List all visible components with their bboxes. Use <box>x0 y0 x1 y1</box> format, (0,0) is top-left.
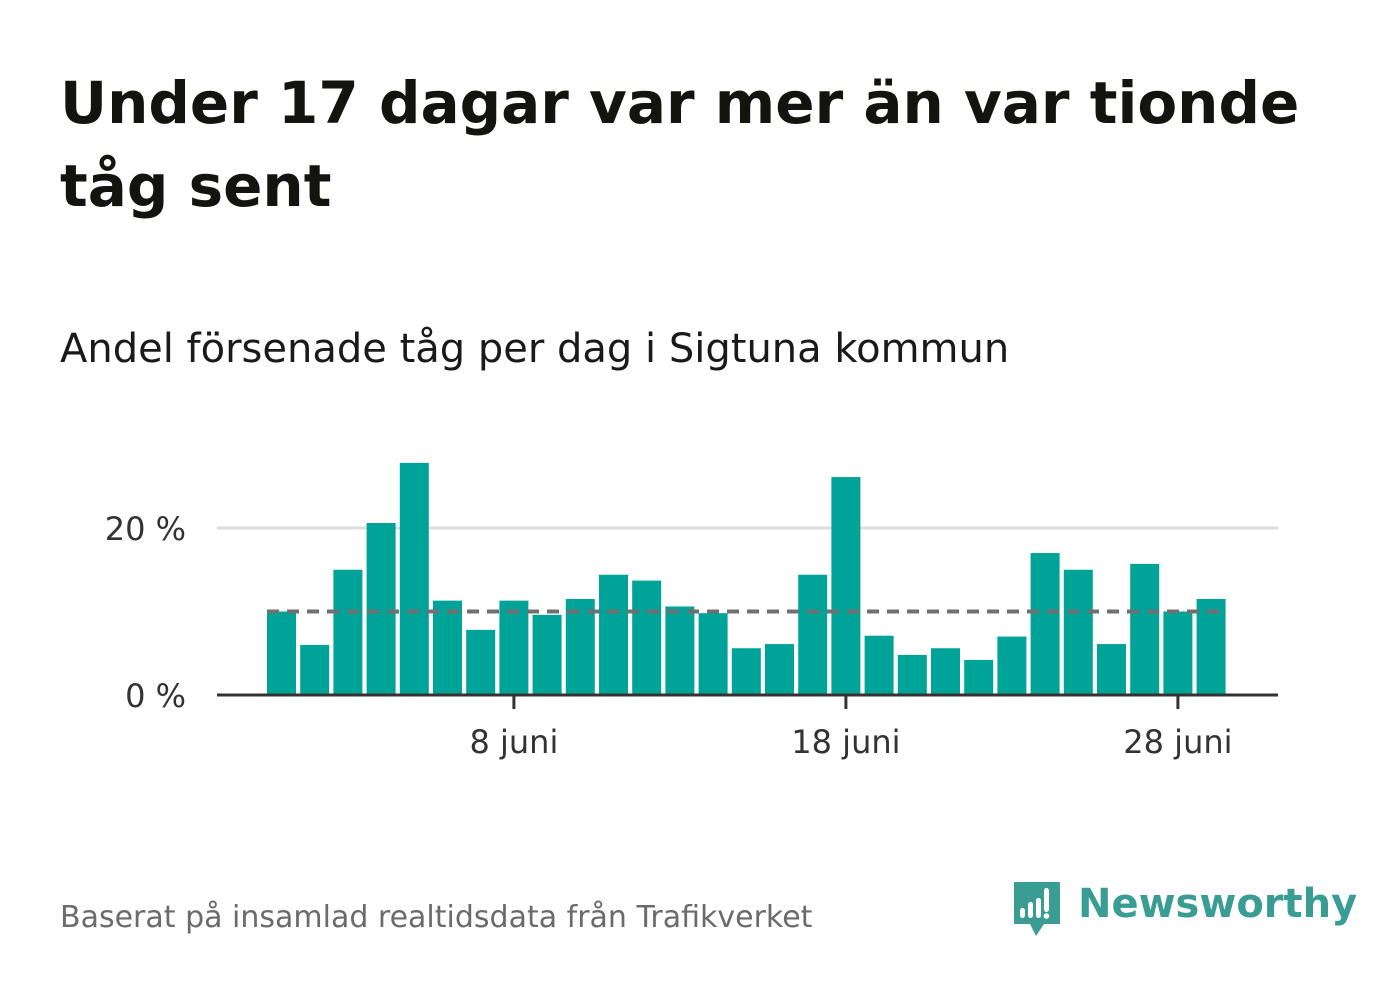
source-note: Baserat på insamlad realtidsdata från Tr… <box>60 900 813 935</box>
bar-24-juni <box>1030 553 1060 695</box>
bar-chart: 0 % 20 % 8 juni 18 juni 28 juni <box>105 462 1278 761</box>
y-tick-label: 0 % <box>125 677 186 715</box>
bar-4-juni <box>366 522 396 695</box>
bar-5-juni <box>399 462 429 695</box>
bar-10-juni <box>565 598 595 695</box>
bar-chart-speech-bubble-icon <box>1014 882 1060 936</box>
bar-22-juni <box>964 659 994 695</box>
bar-17-juni <box>798 574 828 695</box>
newsworthy-logo: Newsworthy <box>1010 878 1357 940</box>
bar-25-juni <box>1063 569 1093 695</box>
bar-8-juni <box>499 600 529 695</box>
x-tick-label: 18 juni <box>791 723 900 761</box>
brand-name: Newsworthy <box>1078 881 1358 927</box>
bar-16-juni <box>765 644 794 695</box>
bar-11-juni <box>599 574 628 695</box>
bar-19-juni <box>864 635 894 695</box>
bar-20-juni <box>897 654 927 695</box>
bar-3-juni <box>333 569 363 695</box>
bar-1-juni <box>267 611 296 695</box>
bar-14-juni <box>698 613 728 695</box>
bar-13-juni <box>665 606 695 695</box>
bar-27-juni <box>1130 563 1160 695</box>
y-tick-label: 20 % <box>105 510 186 548</box>
x-tick-label: 8 juni <box>469 723 558 761</box>
bar-15-juni <box>731 648 761 695</box>
bar-29-juni <box>1196 598 1226 695</box>
bar-26-juni <box>1097 644 1126 695</box>
bar-23-juni <box>997 636 1027 695</box>
bar-7-juni <box>466 629 496 695</box>
bar-6-juni <box>433 600 462 695</box>
bar-2-juni <box>300 644 330 695</box>
bar-12-juni <box>632 580 662 695</box>
chart-title: Under 17 dagar var mer än var tionde tåg… <box>60 69 1300 220</box>
bar-9-juni <box>532 614 562 695</box>
chart-subtitle: Andel försenade tåg per dag i Sigtuna ko… <box>60 326 1010 372</box>
bar-28-juni <box>1163 611 1193 695</box>
x-tick-label: 28 juni <box>1123 723 1232 761</box>
bar-18-juni <box>831 477 861 695</box>
bar-21-juni <box>931 648 960 695</box>
